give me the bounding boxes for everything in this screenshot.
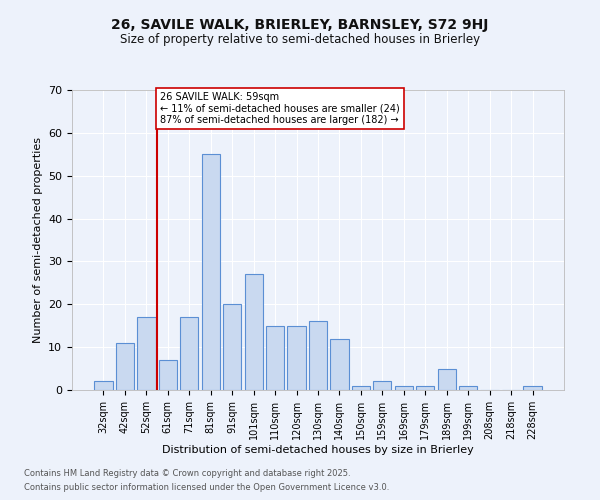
Bar: [437, 368, 456, 390]
Bar: [331, 338, 349, 390]
Bar: [266, 326, 284, 390]
Y-axis label: Number of semi-detached properties: Number of semi-detached properties: [32, 137, 43, 343]
Bar: [416, 386, 434, 390]
Bar: [352, 386, 370, 390]
Bar: [159, 360, 177, 390]
Text: 26, SAVILE WALK, BRIERLEY, BARNSLEY, S72 9HJ: 26, SAVILE WALK, BRIERLEY, BARNSLEY, S72…: [112, 18, 488, 32]
Bar: [395, 386, 413, 390]
X-axis label: Distribution of semi-detached houses by size in Brierley: Distribution of semi-detached houses by …: [162, 444, 474, 454]
Bar: [180, 317, 199, 390]
Bar: [309, 322, 327, 390]
Bar: [94, 382, 113, 390]
Bar: [116, 343, 134, 390]
Text: Size of property relative to semi-detached houses in Brierley: Size of property relative to semi-detach…: [120, 32, 480, 46]
Bar: [245, 274, 263, 390]
Bar: [223, 304, 241, 390]
Bar: [287, 326, 305, 390]
Bar: [202, 154, 220, 390]
Text: 26 SAVILE WALK: 59sqm
← 11% of semi-detached houses are smaller (24)
87% of semi: 26 SAVILE WALK: 59sqm ← 11% of semi-deta…: [160, 92, 400, 126]
Bar: [459, 386, 477, 390]
Bar: [137, 317, 155, 390]
Text: Contains HM Land Registry data © Crown copyright and database right 2025.: Contains HM Land Registry data © Crown c…: [24, 468, 350, 477]
Bar: [373, 382, 391, 390]
Bar: [523, 386, 542, 390]
Text: Contains public sector information licensed under the Open Government Licence v3: Contains public sector information licen…: [24, 484, 389, 492]
